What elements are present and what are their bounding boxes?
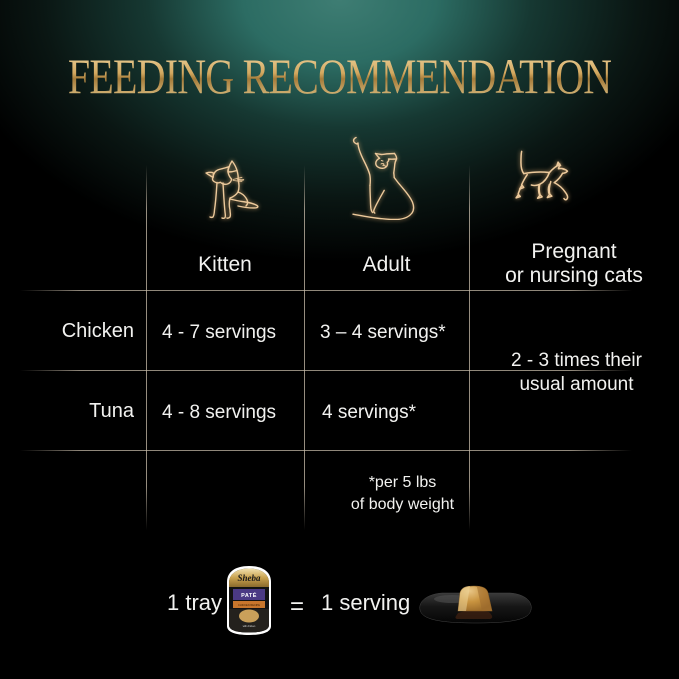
- svg-text:PATÉ: PATÉ: [241, 591, 257, 599]
- svg-text:CHICKEN RECIPE: CHICKEN RECIPE: [238, 603, 260, 607]
- svg-text:with chicken: with chicken: [243, 625, 256, 628]
- svg-text:Sheba: Sheba: [237, 573, 261, 583]
